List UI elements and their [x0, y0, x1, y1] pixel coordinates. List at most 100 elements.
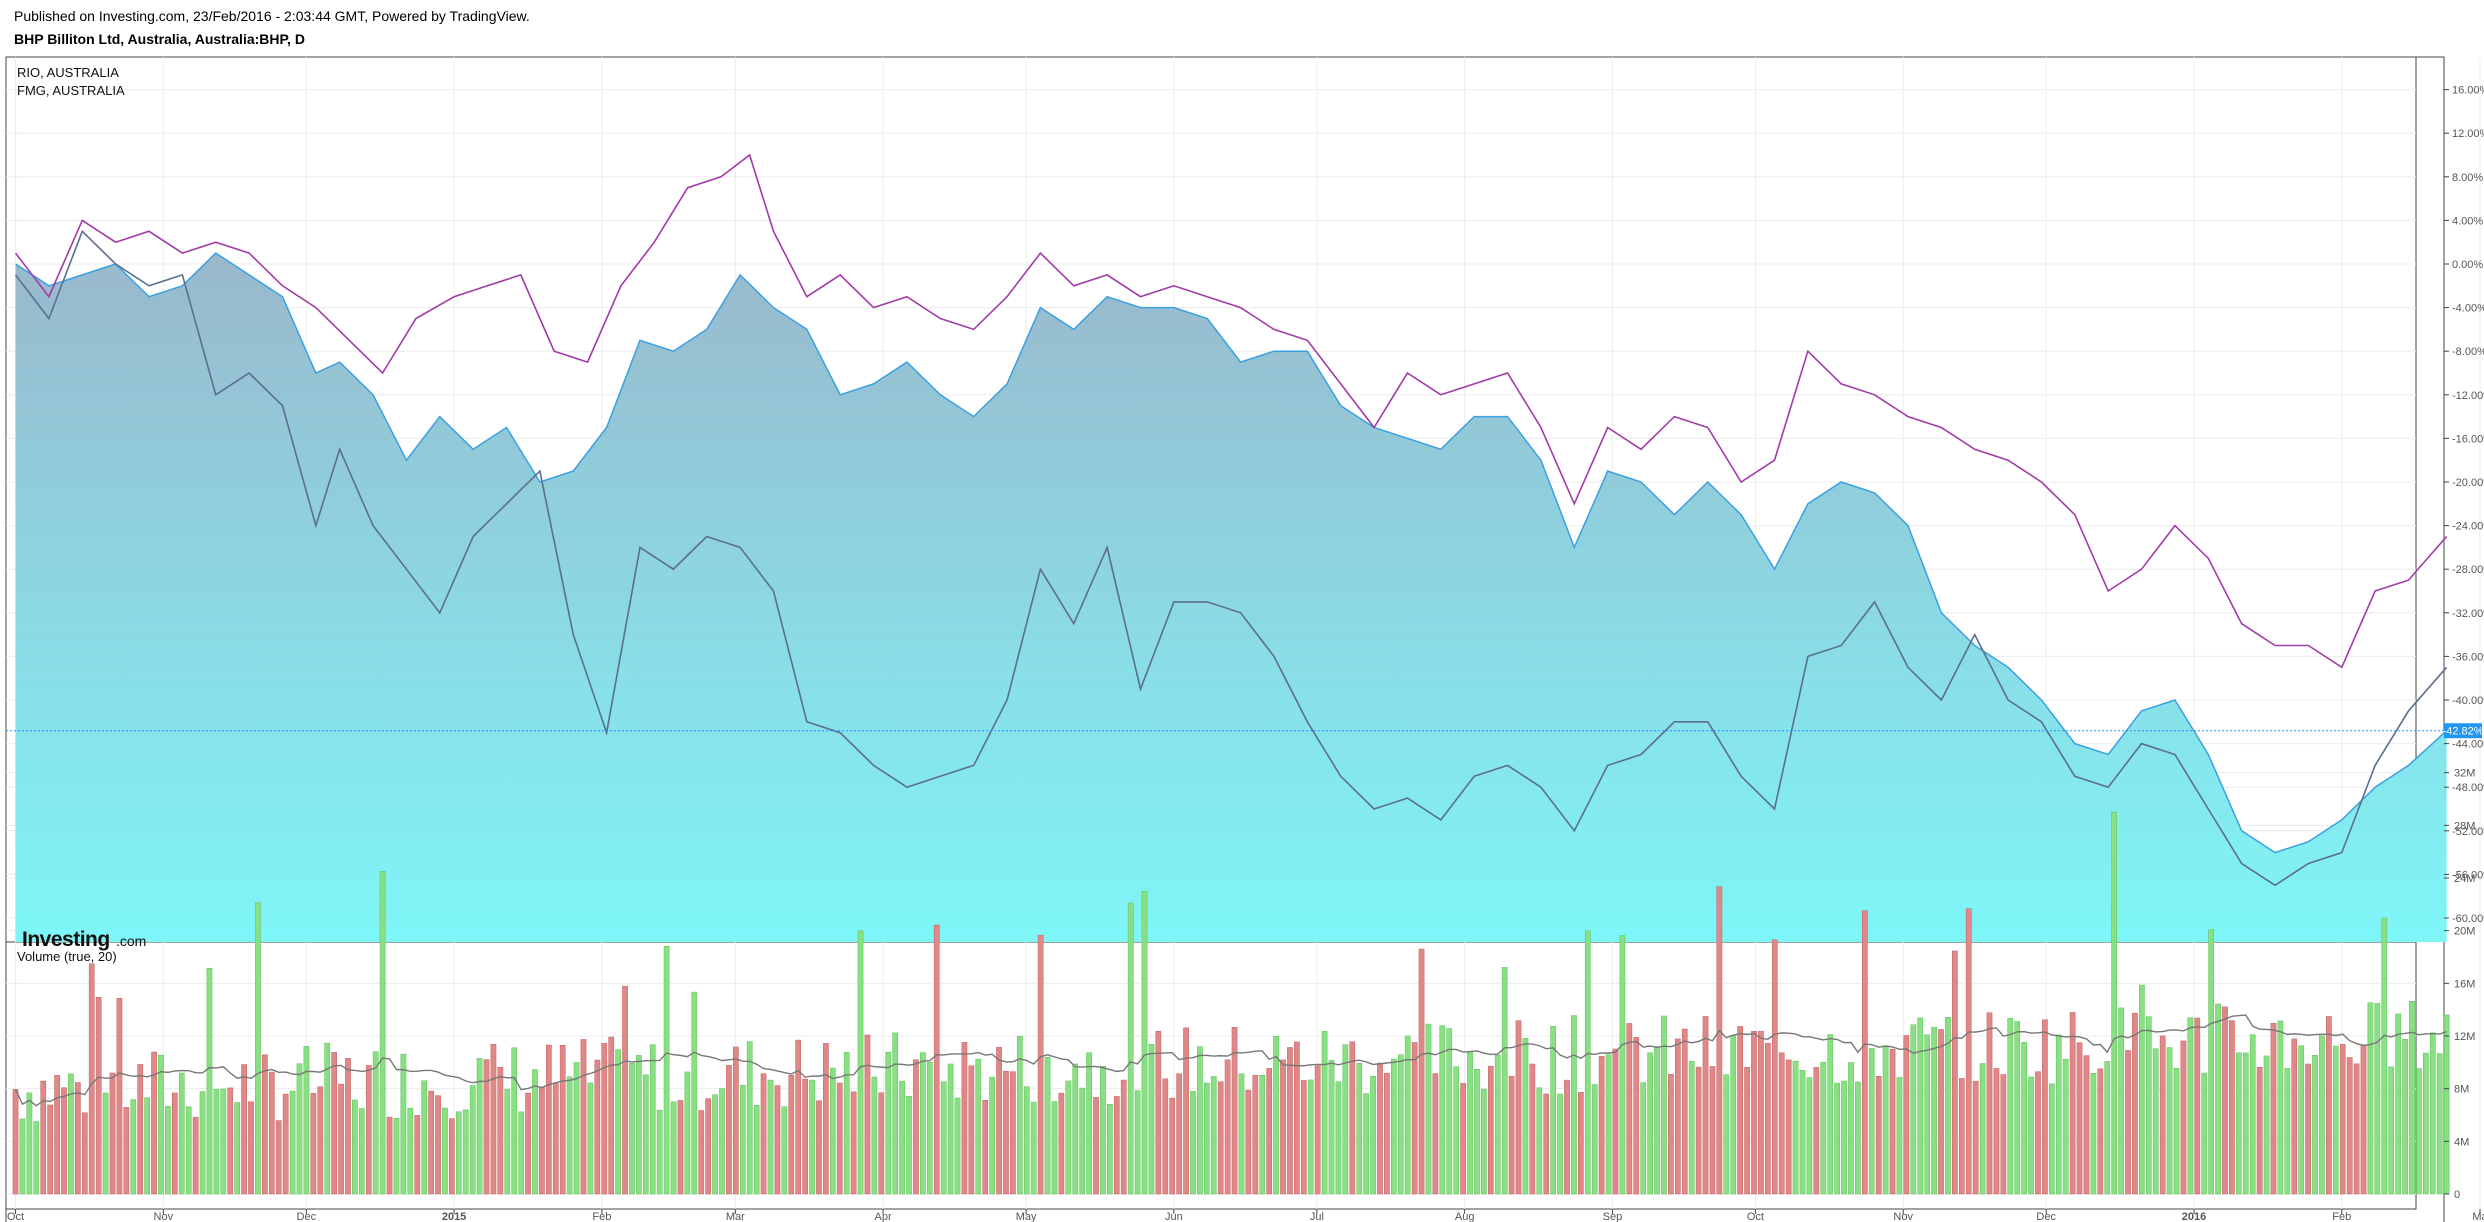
volume-bar: [2076, 1042, 2083, 1195]
volume-bar: [698, 1110, 705, 1195]
volume-bar: [1813, 1067, 1820, 1195]
volume-bar: [442, 1107, 448, 1195]
volume-bar: [262, 1054, 268, 1195]
volume-bar: [2436, 1053, 2443, 1195]
volume-bar: [1661, 1015, 1667, 1195]
volume-bar: [2201, 1072, 2208, 1195]
volume-bar: [1578, 1092, 1584, 1195]
volume-bar: [81, 1112, 88, 1195]
y-tick-label: -56.00%: [2452, 869, 2484, 881]
volume-bar: [1668, 1073, 1674, 1195]
volume-bar: [1758, 1031, 1764, 1195]
x-tick-label: May: [1016, 1211, 1037, 1222]
volume-bar: [2402, 1039, 2408, 1195]
x-tick-label: Nov: [1893, 1211, 1913, 1222]
x-tick-label: Oct: [1747, 1211, 1764, 1222]
volume-bar: [1861, 910, 1868, 1195]
volume-bar: [1550, 1025, 1556, 1195]
volume-bar: [393, 1118, 400, 1195]
volume-bar: [726, 1065, 732, 1195]
volume-bar: [1425, 1023, 1432, 1195]
volume-bar: [158, 1054, 164, 1195]
volume-bar: [116, 997, 123, 1195]
volume-bar: [192, 1116, 199, 1195]
price-y-axis: 16.00% 12.00% 8.00% 4.00% 0.00% -4.00% -8.00% -…: [2444, 85, 2484, 925]
volume-bar: [1834, 1082, 1840, 1195]
symbol-title: BHP Billiton Ltd, Australia, Australia:B…: [14, 31, 305, 47]
volume-bar: [539, 1086, 545, 1195]
y-tick-label: -4.00%: [2452, 303, 2484, 315]
volume-bar: [1349, 1041, 1356, 1195]
volume-bar: [428, 1090, 434, 1195]
volume-bar: [365, 1065, 372, 1195]
volume-bar: [75, 1082, 81, 1195]
volume-bar: [2229, 1020, 2235, 1195]
volume-bar: [2388, 1066, 2395, 1195]
volume-bar: [933, 924, 940, 1195]
volume-bar: [760, 1073, 767, 1195]
volume-bar: [1217, 1081, 1224, 1195]
volume-bar: [1134, 1090, 1141, 1195]
volume-bar: [1307, 1079, 1314, 1195]
volume-tick-label: 4M: [2454, 1136, 2469, 1148]
volume-bar: [1529, 1063, 1536, 1195]
volume-bar: [1695, 1066, 1702, 1195]
volume-bar: [1598, 1056, 1605, 1195]
volume-bar: [255, 902, 261, 1195]
fmg-line: [14, 229, 2448, 887]
volume-bar: [2242, 1052, 2249, 1195]
volume-bar: [1744, 1067, 1750, 1195]
volume-bar: [2152, 1048, 2159, 1195]
volume-bar: [1453, 1066, 1460, 1195]
volume-bar: [338, 1083, 344, 1195]
volume-bar: [2000, 1074, 2007, 1195]
volume-bar: [892, 1032, 899, 1195]
volume-bar: [165, 1105, 171, 1195]
volume-bar: [1287, 1047, 1293, 1195]
volume-bar: [1848, 1062, 1854, 1195]
volume-bar: [1294, 1041, 1300, 1195]
volume-bar: [1972, 1080, 1979, 1195]
volume-bar: [857, 930, 864, 1195]
volume-bar: [1882, 1045, 1889, 1195]
volume-moving-average: [14, 1014, 2447, 1107]
volume-bar: [795, 1039, 802, 1195]
volume-bar: [449, 1118, 455, 1195]
volume-bar: [746, 1041, 753, 1195]
volume-bar: [954, 1097, 961, 1195]
volume-bar: [809, 1079, 815, 1195]
volume-bar: [2062, 1058, 2069, 1195]
volume-bar: [2187, 1017, 2194, 1195]
volume-bar: [968, 1065, 975, 1195]
volume-bar: [1993, 1068, 2000, 1195]
volume-bar: [2429, 1032, 2436, 1195]
y-tick-label: -8.00%: [2452, 346, 2484, 358]
volume-bar: [2409, 1000, 2415, 1195]
volume-bar: [1370, 1076, 1376, 1195]
volume-bar: [386, 1116, 393, 1195]
volume-bar: [2263, 1055, 2270, 1195]
volume-bar: [1030, 1101, 1037, 1195]
bhp-area-fill: [15, 253, 2447, 943]
volume-bar: [2346, 1057, 2353, 1195]
bhp-area-series: [15, 252, 2448, 943]
y-tick-label: 12.00%: [2452, 128, 2484, 140]
y-tick-label: -20.00%: [2452, 477, 2484, 489]
chart-frame: [5, 56, 2445, 1222]
x-tick-label: Aug: [1455, 1211, 1475, 1222]
volume-y-axis: 32M 28M 24M 20M 16M 12M 8M 4M 0: [2444, 768, 2475, 1201]
volume-bar: [532, 1069, 538, 1195]
x-tick-label: 2015: [442, 1211, 466, 1222]
volume-bar: [178, 1072, 185, 1195]
volume-bar: [2014, 1021, 2021, 1195]
x-tick-label: Sep: [1603, 1211, 1623, 1222]
volume-bar: [594, 1059, 601, 1195]
y-tick-label: -48.00%: [2452, 782, 2484, 794]
volume-bar: [1252, 1075, 1259, 1195]
y-tick-label: -36.00%: [2452, 651, 2484, 663]
bhp-line: [15, 252, 2448, 854]
volume-bar: [359, 1108, 365, 1195]
last-value-badge: -42.82%: [2443, 723, 2484, 739]
volume-bar: [1633, 1037, 1640, 1195]
